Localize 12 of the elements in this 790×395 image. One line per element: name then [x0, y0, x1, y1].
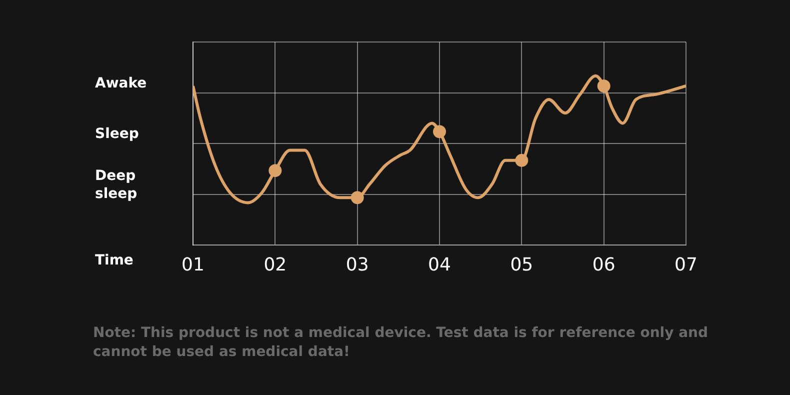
text: Awake	[95, 75, 147, 92]
text: Sleep	[95, 126, 139, 142]
x-tick-label: 04	[428, 254, 451, 276]
text: Deep sleep	[95, 168, 138, 202]
text: Note: This product is not a medical device. Test data is for reference only and cannot be used as medical data!	[93, 324, 710, 362]
x-tick-label: 07	[674, 254, 698, 276]
x-tick-label: 06	[592, 254, 616, 276]
x-tick-label: 02	[264, 254, 287, 276]
x-tick-label: 01	[182, 254, 204, 276]
x-tick-label: 05	[510, 254, 534, 276]
x-tick-label: 03	[346, 254, 369, 276]
x-axis-title: Time	[95, 252, 134, 269]
